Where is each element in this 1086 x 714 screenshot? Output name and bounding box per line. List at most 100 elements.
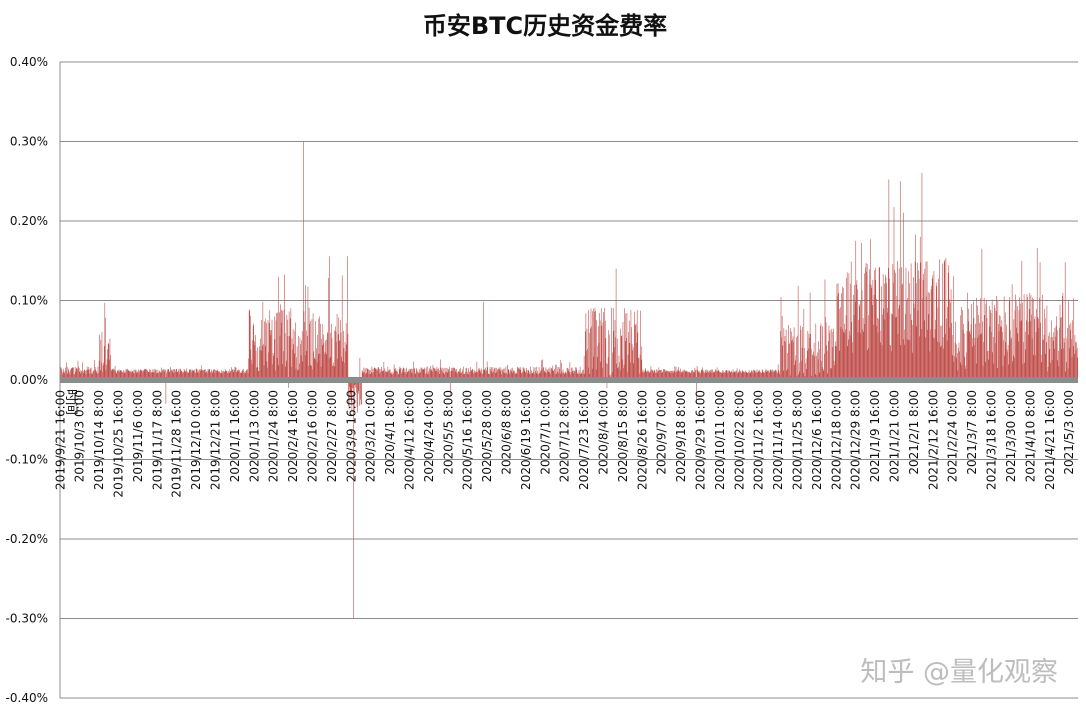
bar xyxy=(479,369,481,380)
bar xyxy=(786,352,788,380)
bar xyxy=(330,332,332,380)
bar xyxy=(919,236,921,380)
bar xyxy=(353,380,354,619)
bar xyxy=(498,368,499,380)
bar xyxy=(569,362,571,380)
bar xyxy=(332,365,333,380)
bar xyxy=(588,310,589,380)
x-tick-label: 2020/8/4 0:00 xyxy=(597,390,611,475)
bar xyxy=(1036,247,1038,380)
bar xyxy=(754,370,756,380)
bar xyxy=(74,366,76,380)
bar xyxy=(542,367,544,380)
bar xyxy=(548,368,550,380)
bar xyxy=(373,372,374,380)
bar xyxy=(670,373,672,380)
bar xyxy=(729,372,731,380)
bar xyxy=(889,344,891,380)
bar xyxy=(856,284,857,380)
bar xyxy=(183,368,185,380)
bar xyxy=(481,373,483,380)
bar xyxy=(292,328,294,380)
bar xyxy=(946,318,947,380)
bar xyxy=(703,372,704,380)
bar xyxy=(804,348,805,380)
bar xyxy=(410,368,412,380)
bar xyxy=(547,370,548,380)
bar xyxy=(752,371,753,380)
x-tick-label: 2020/3/21 0:00 xyxy=(364,390,378,482)
bar xyxy=(108,343,110,380)
bar xyxy=(624,340,626,380)
bar xyxy=(434,368,435,380)
bar xyxy=(961,307,962,380)
bar xyxy=(184,370,186,380)
bar xyxy=(155,369,157,380)
bar xyxy=(1006,349,1008,380)
bar xyxy=(447,372,449,380)
bar xyxy=(374,367,376,380)
bar xyxy=(240,373,242,380)
bar xyxy=(135,370,136,380)
bar xyxy=(651,369,653,380)
bar xyxy=(262,301,264,380)
bar xyxy=(280,322,282,380)
bar xyxy=(587,367,589,380)
bar xyxy=(619,370,621,380)
bar xyxy=(1022,363,1024,380)
bar xyxy=(147,370,148,380)
bar xyxy=(341,275,343,380)
bar xyxy=(345,351,346,380)
bar xyxy=(327,334,329,380)
bar xyxy=(907,271,909,380)
bar xyxy=(312,369,313,380)
bar xyxy=(127,368,128,380)
bar xyxy=(583,355,585,380)
bar xyxy=(359,357,361,380)
bar xyxy=(103,362,104,380)
bar xyxy=(537,371,538,380)
bar xyxy=(711,369,712,380)
bar xyxy=(865,262,867,380)
bar xyxy=(889,278,890,380)
bar xyxy=(600,361,601,380)
bar xyxy=(839,309,841,380)
bar xyxy=(119,370,121,380)
bar xyxy=(467,371,469,380)
x-tick-label: 2020/7/1 0:00 xyxy=(538,390,552,475)
bar xyxy=(479,370,481,380)
bar xyxy=(970,334,971,380)
bar xyxy=(741,371,743,380)
x-tick-label: 2020/2/16 0:00 xyxy=(306,390,320,482)
bar xyxy=(481,368,482,380)
bar xyxy=(268,352,269,380)
bar xyxy=(220,373,222,380)
bar xyxy=(971,304,972,380)
bar xyxy=(837,295,838,380)
bar xyxy=(547,371,549,380)
bar xyxy=(138,369,139,380)
bar xyxy=(443,373,445,380)
bar xyxy=(909,283,910,380)
bar xyxy=(756,369,758,380)
bar xyxy=(557,371,558,380)
bar xyxy=(990,312,992,380)
bar xyxy=(151,372,152,380)
bar xyxy=(958,347,959,380)
bar xyxy=(784,341,785,380)
bar xyxy=(824,353,825,380)
bar xyxy=(911,319,912,380)
bar xyxy=(169,371,171,380)
bar xyxy=(454,371,456,380)
bar xyxy=(805,358,807,380)
bar xyxy=(755,370,756,380)
bar xyxy=(740,371,741,380)
bar xyxy=(1024,331,1026,380)
bar xyxy=(209,368,211,380)
bar xyxy=(955,321,956,380)
y-tick-label: 0.40% xyxy=(10,55,48,69)
bar xyxy=(953,361,955,380)
bar xyxy=(750,373,752,380)
bar xyxy=(644,369,646,380)
bar xyxy=(1015,301,1017,380)
